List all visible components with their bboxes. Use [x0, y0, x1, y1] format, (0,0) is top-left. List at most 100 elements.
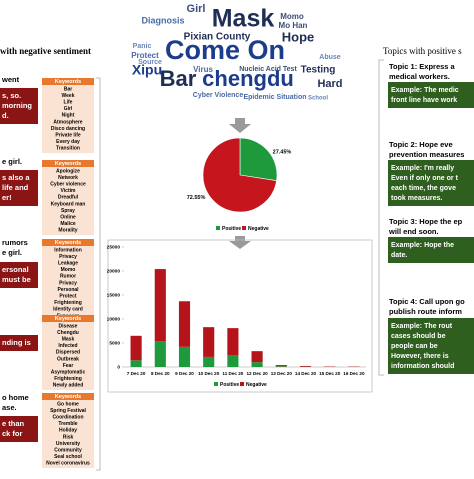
keyword: Rumor	[60, 274, 76, 280]
x-tick-label: 11 Dec 20	[222, 371, 243, 376]
cloud-word: Nucleic Acid Test	[239, 66, 297, 73]
keyword: Dispersed	[56, 350, 80, 356]
arrow	[229, 236, 251, 249]
bar-segment	[179, 301, 190, 347]
keyword: Infected	[58, 343, 77, 349]
legend-label: Negative	[246, 382, 267, 388]
keyword: Risk	[63, 434, 74, 440]
example-text: people can be	[391, 343, 438, 350]
cloud-word: Testing	[301, 65, 336, 76]
cloud-word: Girl	[187, 3, 206, 15]
example-text: nding is	[2, 338, 31, 347]
cloud-word: Epidemic Situation	[243, 94, 306, 101]
topic-text: e girl.	[2, 157, 22, 166]
legend-swatch	[214, 382, 218, 386]
keyword: Morality	[58, 228, 77, 234]
pie-label: 72.55%	[187, 195, 206, 201]
bar-segment	[252, 351, 263, 362]
bar-segment	[252, 362, 263, 367]
keyword: Life	[64, 100, 73, 106]
keyword: Holiday	[59, 428, 77, 434]
right-heading: Topics with positive s	[383, 46, 462, 56]
keyword: University	[56, 441, 80, 447]
keyword: Dreadful	[58, 195, 79, 201]
pie-label: 27.45%	[273, 150, 292, 156]
keywords-header: Keywords	[55, 240, 81, 246]
y-tick-label: 10000	[107, 316, 121, 322]
topic-title: Topic 2: Hope eve	[389, 140, 453, 149]
cloud-word: Pixian County	[184, 32, 251, 43]
bar-segment	[276, 365, 287, 366]
example-text: life and	[2, 183, 29, 192]
topic-title: medical workers.	[389, 72, 450, 81]
topic-text: o home	[2, 393, 29, 402]
keywords-header: Keywords	[55, 161, 81, 167]
example-text: Example: Hope the	[391, 242, 454, 249]
cloud-word: Abuse	[319, 54, 341, 61]
cloud-word: Hope	[282, 29, 315, 44]
y-tick-label: 5000	[109, 340, 120, 346]
cloud-word: Mo Han	[279, 21, 308, 30]
keyword: Novel coronavirus	[46, 461, 90, 467]
keyword: Victim	[61, 188, 76, 194]
topic-text: rumors	[2, 238, 28, 247]
example-text: information should	[391, 363, 454, 370]
topic-title: publish route inform	[389, 307, 462, 316]
left-bracket	[96, 78, 100, 470]
topic-title: will end soon.	[388, 227, 439, 236]
keyword: Asymptomatic	[51, 370, 86, 376]
x-tick-label: 8 Dec 20	[151, 371, 170, 376]
cloud-word: Bar	[160, 66, 197, 91]
example-text: ersonal	[2, 265, 29, 274]
cloud-word: Mask	[212, 5, 275, 33]
example-text: front line have work	[391, 97, 457, 104]
example-text: each time, the gove	[391, 185, 456, 192]
keyword: Newly added	[53, 383, 84, 389]
keyword: Tremble	[58, 421, 77, 427]
example-text: However, there is	[391, 353, 449, 360]
keyword: Privacy	[59, 254, 77, 260]
legend-label: Positive	[222, 226, 241, 232]
keyword: Week	[62, 93, 75, 99]
keywords-header: Keywords	[55, 79, 81, 85]
y-tick-label: 25000	[107, 244, 121, 250]
keyword: Keyboard man	[51, 201, 86, 207]
x-tick-label: 7 Dec 20	[127, 371, 146, 376]
keyword: Community	[54, 448, 82, 454]
y-tick-label: 20000	[107, 268, 121, 274]
example-text: Example: I'm really	[391, 165, 454, 172]
keyword: Network	[58, 175, 78, 181]
y-tick-label: 15000	[107, 292, 121, 298]
bar-segment	[300, 366, 311, 367]
keyword: Momo	[61, 267, 76, 273]
keywords-header: Keywords	[55, 316, 81, 322]
topic-title: Topic 1: Express a	[389, 62, 456, 71]
x-tick-label: 14 Dec 20	[295, 371, 317, 376]
bar-segment	[203, 327, 214, 357]
topic-text: e girl.	[2, 248, 22, 257]
example-text: must be	[2, 275, 31, 284]
bar-segment	[155, 341, 166, 367]
topic-text: ase.	[2, 403, 17, 412]
cloud-word: Momo	[280, 12, 304, 21]
keyword: Online	[60, 215, 76, 221]
example-text: Example: The medic	[391, 87, 459, 94]
topic-title: prevention measures	[389, 150, 464, 159]
example-text: ck for	[2, 429, 23, 438]
keyword: Spray	[61, 208, 75, 214]
cloud-word: Diagnosis	[141, 15, 184, 25]
bar-segment	[155, 269, 166, 341]
keyword: Bar	[64, 86, 72, 92]
bar-segment	[203, 357, 214, 367]
chart-frame	[108, 240, 372, 392]
x-tick-label: 10 Dec 20	[198, 371, 220, 376]
keyword: Disco dancing	[51, 126, 85, 132]
keyword: Girl	[64, 106, 73, 112]
topic-title: Topic 3: Hope the ep	[389, 217, 463, 226]
keyword: Protect	[59, 294, 77, 300]
keyword: Chengdu	[57, 330, 79, 336]
keyword: Cyber violence	[50, 182, 86, 188]
keyword: Private life	[55, 133, 81, 139]
right-bracket	[379, 60, 384, 375]
